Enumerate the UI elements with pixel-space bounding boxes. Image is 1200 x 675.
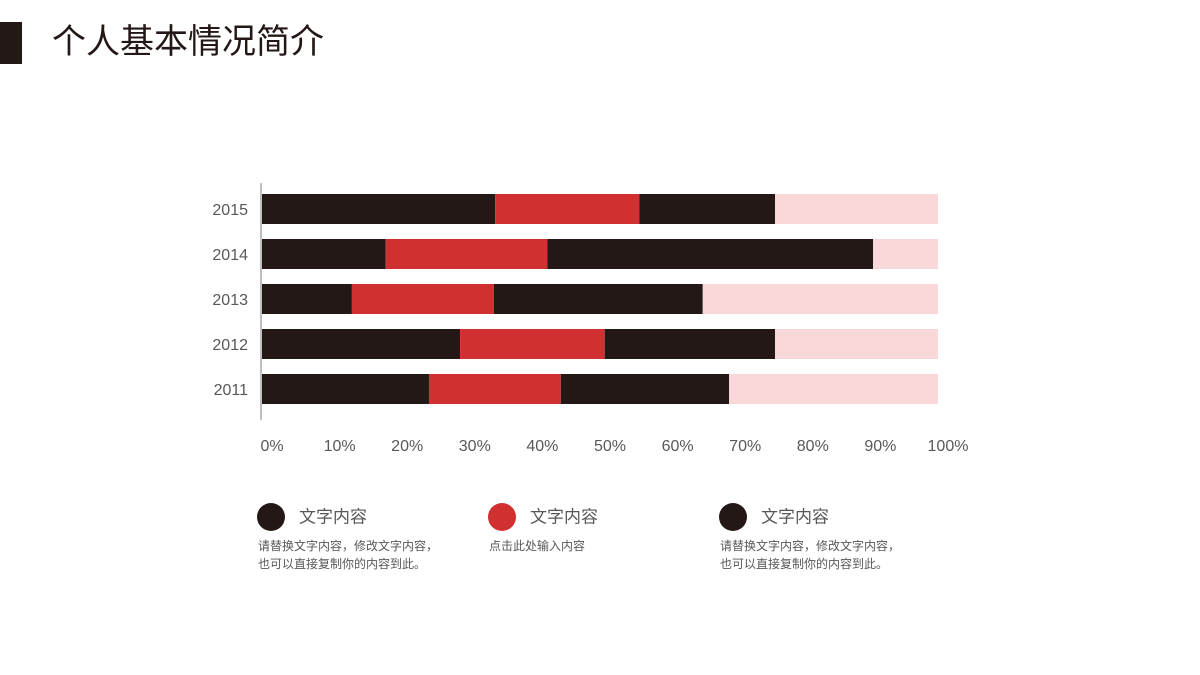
bar-segment (262, 284, 352, 314)
x-tick-label: 50% (594, 438, 626, 455)
bar-segment (729, 374, 938, 404)
x-tick-label: 0% (260, 438, 283, 455)
y-tick-label: 2013 (212, 292, 248, 309)
x-tick-label: 80% (797, 438, 829, 455)
legend-description: 也可以直接复制你的内容到此。 (720, 556, 888, 571)
y-tick-label: 2012 (212, 337, 248, 354)
legend-label: 文字内容 (761, 507, 829, 526)
bar-segment (262, 329, 461, 359)
x-tick-label: 90% (864, 438, 896, 455)
title-marker (0, 22, 22, 64)
legend-description: 点击此处输入内容 (489, 538, 585, 553)
bar-segment (351, 284, 494, 314)
bar-segment (495, 194, 640, 224)
y-tick-label: 2014 (212, 247, 248, 264)
x-tick-label: 30% (459, 438, 491, 455)
x-tick-label: 20% (391, 438, 423, 455)
bar-segment (262, 239, 386, 269)
legend-label: 文字内容 (530, 507, 598, 526)
bar-segment (702, 284, 938, 314)
legend-swatch (719, 503, 747, 531)
legend-description: 也可以直接复制你的内容到此。 (258, 556, 426, 571)
legend-label: 文字内容 (299, 507, 367, 526)
legend-swatch (257, 503, 285, 531)
bar-segment (262, 374, 429, 404)
legend-swatch (488, 503, 516, 531)
bar-segment (460, 329, 605, 359)
bar-segment (775, 194, 938, 224)
bar-segment (639, 194, 776, 224)
slide-title: 个人基本情况简介 (52, 23, 324, 61)
bar-segment (775, 329, 938, 359)
bar-segment (493, 284, 703, 314)
legend-description: 请替换文字内容，修改文字内容， (258, 538, 438, 553)
bar-segment (873, 239, 938, 269)
bar-segment (604, 329, 776, 359)
bar-segment (428, 374, 561, 404)
legend-description: 请替换文字内容，修改文字内容， (720, 538, 900, 553)
x-tick-label: 10% (324, 438, 356, 455)
y-tick-label: 2015 (212, 202, 248, 219)
bar-segment (560, 374, 730, 404)
x-tick-label: 40% (526, 438, 558, 455)
y-tick-label: 2011 (214, 382, 249, 399)
bar-segment (547, 239, 874, 269)
bar-segment (262, 194, 496, 224)
x-tick-label: 100% (928, 438, 969, 455)
bar-segment (385, 239, 548, 269)
x-tick-label: 70% (729, 438, 761, 455)
x-tick-label: 60% (662, 438, 694, 455)
